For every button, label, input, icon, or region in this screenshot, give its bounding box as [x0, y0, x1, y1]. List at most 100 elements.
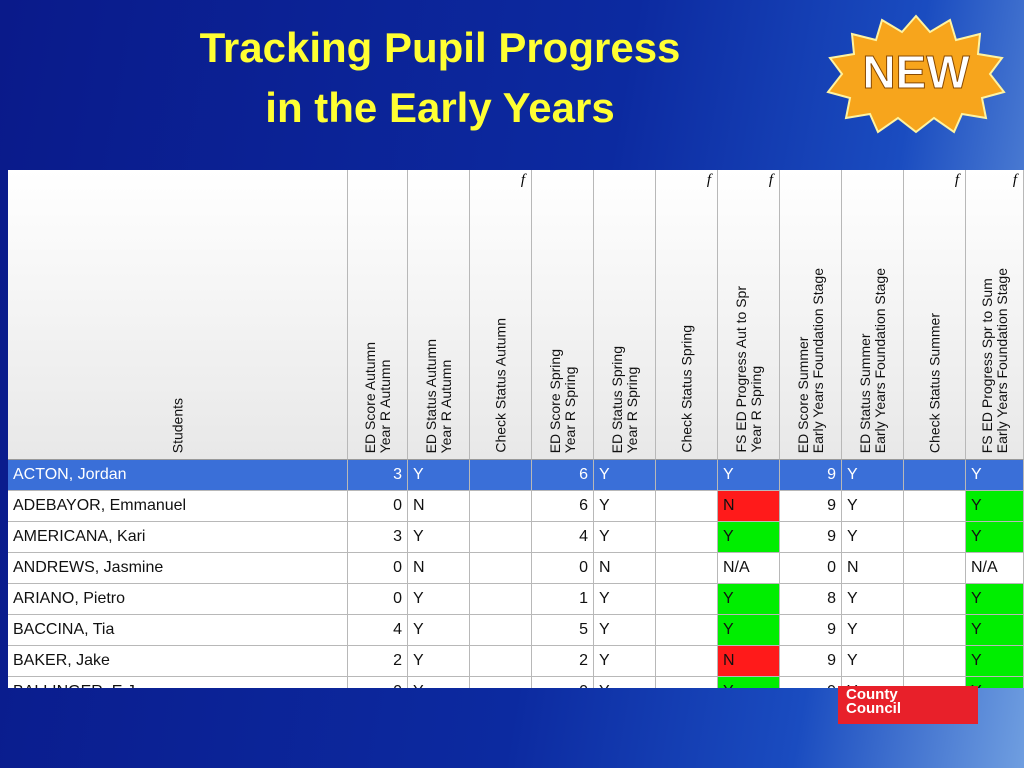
data-cell: N [718, 646, 780, 677]
data-cell: 0 [348, 584, 408, 615]
data-cell: Y [408, 677, 470, 688]
data-cell [904, 677, 966, 688]
student-cell: BAKER, Jake [8, 646, 348, 677]
header-text: Students [169, 397, 185, 453]
data-cell: Y [718, 460, 780, 491]
data-cell: Y [718, 522, 780, 553]
data-cell [656, 491, 718, 522]
data-cell: 2 [532, 646, 594, 677]
data-cell [470, 491, 532, 522]
council-logo: County Council [838, 686, 978, 724]
formula-icon: f [520, 172, 525, 188]
student-cell: BALLINGER, E J [8, 677, 348, 688]
data-cell: 9 [780, 677, 842, 688]
data-cell: 9 [780, 522, 842, 553]
formula-icon: f [706, 172, 711, 188]
data-cell: N [842, 553, 904, 584]
new-badge: NEW [826, 14, 1006, 134]
header-text: Check Status Spring [678, 325, 694, 453]
data-cell: Y [718, 584, 780, 615]
data-cell: Y [718, 677, 780, 688]
data-cell: Y [966, 491, 1024, 522]
header-text: FS ED Progress Aut to Spr Year R Spring [732, 286, 764, 453]
data-cell [904, 460, 966, 491]
data-cell: Y [408, 615, 470, 646]
data-cell [656, 677, 718, 688]
header-line: FS ED Progress Aut to Spr [732, 286, 749, 453]
data-cell: Y [842, 677, 904, 688]
data-cell: 3 [348, 522, 408, 553]
data-cell: Y [842, 615, 904, 646]
header-cell: ED Score Autumn Year R Autumn [348, 170, 408, 460]
data-cell: Y [594, 677, 656, 688]
header-cell: ED Score Spring Year R Spring [532, 170, 594, 460]
data-cell [656, 522, 718, 553]
data-cell: Y [594, 646, 656, 677]
data-cell: Y [966, 522, 1024, 553]
data-cell: N [408, 491, 470, 522]
data-cell [904, 646, 966, 677]
header-cell: FS ED Progress Aut to Spr Year R Spring f [718, 170, 780, 460]
header-line: Check Status Autumn [492, 318, 508, 453]
student-cell: AMERICANA, Kari [8, 522, 348, 553]
header-text: ED Score Autumn Year R Autumn [362, 342, 393, 453]
formula-icon: f [954, 172, 959, 188]
data-cell: 0 [348, 491, 408, 522]
data-cell [470, 522, 532, 553]
header-text: Check Status Summer [926, 313, 942, 453]
header-cell: FS ED Progress Spr to Sum Early Years Fou… [966, 170, 1024, 460]
data-cell: 0 [532, 677, 594, 688]
header-text: ED Status Spring Year R Spring [609, 346, 640, 453]
header-cell: Students [8, 170, 348, 460]
formula-icon: f [1012, 172, 1017, 188]
data-cell: Y [594, 584, 656, 615]
data-cell: 1 [532, 584, 594, 615]
badge-text: NEW [862, 46, 970, 98]
data-cell [470, 584, 532, 615]
data-cell: 5 [532, 615, 594, 646]
data-cell: 9 [780, 615, 842, 646]
header-cell: Check Status Autumn f [470, 170, 532, 460]
data-cell [656, 615, 718, 646]
data-cell: Y [966, 615, 1024, 646]
data-cell: 2 [348, 646, 408, 677]
data-cell: N/A [718, 553, 780, 584]
data-cell: N [408, 553, 470, 584]
data-cell: 0 [780, 553, 842, 584]
header-text: ED Score Spring Year R Spring [547, 349, 578, 453]
header-text: ED Status Autumn Year R Autumn [423, 339, 454, 453]
data-cell: Y [594, 460, 656, 491]
data-cell [656, 646, 718, 677]
data-cell [470, 615, 532, 646]
header-text: ED Status Summer Early Years Foundation S… [857, 268, 888, 453]
logo-text: County [846, 686, 898, 703]
title-line: in the Early Years [265, 84, 615, 131]
data-cell: 3 [348, 460, 408, 491]
data-cell [904, 553, 966, 584]
data-cell: 0 [348, 553, 408, 584]
header-line: Year R Spring [561, 366, 578, 453]
data-grid: Students ED Score Autumn Year R Autumn ED S… [8, 170, 1024, 688]
header-line: Early Years Foundation Stage [993, 267, 1010, 453]
data-cell [470, 677, 532, 688]
student-cell: ARIANO, Pietro [8, 584, 348, 615]
data-cell: 6 [532, 460, 594, 491]
data-cell [470, 553, 532, 584]
data-cell [656, 553, 718, 584]
header-cell: ED Status Summer Early Years Foundation S… [842, 170, 904, 460]
data-cell [904, 491, 966, 522]
data-cell: Y [842, 460, 904, 491]
header-cell: ED Score Summer Early Years Foundation St… [780, 170, 842, 460]
data-cell: 4 [532, 522, 594, 553]
header-line: Year R Spring [747, 366, 764, 453]
badge-star [826, 14, 1006, 134]
data-cell: 9 [780, 460, 842, 491]
header-text: ED Score Summer Early Years Foundation St… [795, 268, 826, 453]
data-cell: Y [842, 522, 904, 553]
data-cell [470, 646, 532, 677]
data-cell: Y [842, 584, 904, 615]
student-cell: BACCINA, Tia [8, 615, 348, 646]
data-cell: Y [408, 646, 470, 677]
header-line: Check Status Spring [678, 325, 694, 453]
